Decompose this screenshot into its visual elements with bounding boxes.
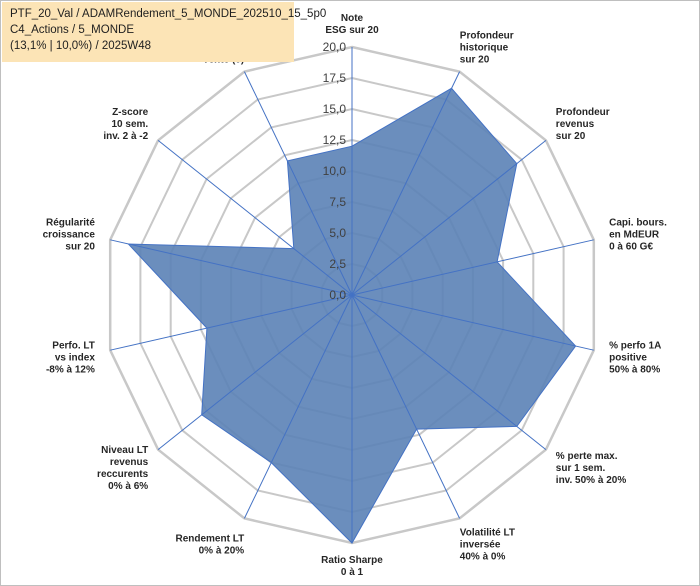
- axis-label: Rendement LT 0% à 20%: [175, 534, 244, 557]
- axis-spoke: [351, 140, 547, 296]
- axis-label: Z-score 10 sem. inv. 2 à -2: [103, 107, 148, 142]
- axis-spoke: [351, 294, 594, 351]
- axis-spoke: [351, 71, 461, 296]
- tick-label: 20,0: [323, 40, 347, 54]
- axis-spoke: [351, 294, 547, 450]
- axis-label: Volatilité LT inversée 40% à 0%: [460, 528, 515, 563]
- axis-label: Perfo. LT vs index -8% à 12%: [46, 340, 95, 375]
- axis-spoke: [243, 71, 353, 296]
- axis-label: Capi. bours. en MdEUR 0 à 60 G€: [609, 218, 667, 253]
- radar-spokes: [110, 47, 594, 543]
- tick-label: 12,5: [323, 133, 347, 147]
- axis-spoke: [243, 294, 353, 519]
- axis-label: Ratio Sharpe 0 à 1: [321, 555, 383, 578]
- radar-axis-labels: Note ESG sur 20 Profondeur historique sur 20…: [43, 13, 667, 578]
- axis-spoke: [157, 294, 353, 450]
- axis-spoke: [157, 140, 353, 296]
- header-line-3: (13,1% | 10,0%) / 2025W48: [10, 40, 152, 52]
- axis-spoke: [351, 239, 594, 296]
- tick-label: 7,5: [329, 195, 346, 209]
- axis-label: % perfo 1A positive 50% à 80%: [609, 340, 661, 375]
- axis-label: Profondeur historique sur 20: [460, 30, 514, 65]
- tick-label: 5,0: [329, 226, 346, 240]
- axis-label: Note ESG sur 20: [325, 13, 379, 36]
- axis-spoke: [110, 239, 353, 296]
- axis-label: Régularité croissance sur 20: [43, 218, 96, 253]
- chart-header-box: PTF_20_Val / ADAMRendement_5_MONDE_20251…: [2, 2, 326, 62]
- axis-spoke: [110, 294, 353, 351]
- radar-tick-labels: 0,0 2,5 5,0 7,5 10,0 12,5 15,0 17,5 20,0: [323, 40, 347, 302]
- axis-label: Niveau LT revenus reccurents 0% à 6%: [97, 445, 149, 492]
- axis-label: % perte max. sur 1 sem. inv. 50% à 20%: [556, 451, 627, 486]
- tick-label: 2,5: [329, 257, 346, 271]
- tick-label: 15,0: [323, 102, 347, 116]
- header-line-2: C4_Actions / 5_MONDE: [10, 24, 134, 36]
- tick-label: 10,0: [323, 164, 347, 178]
- axis-label: Profondeur revenus sur 20: [556, 107, 610, 142]
- header-line-1: PTF_20_Val / ADAMRendement_5_MONDE_20251…: [10, 8, 327, 20]
- tick-label: 0,0: [329, 288, 346, 302]
- tick-label: 17,5: [323, 71, 347, 85]
- axis-spoke: [351, 294, 461, 519]
